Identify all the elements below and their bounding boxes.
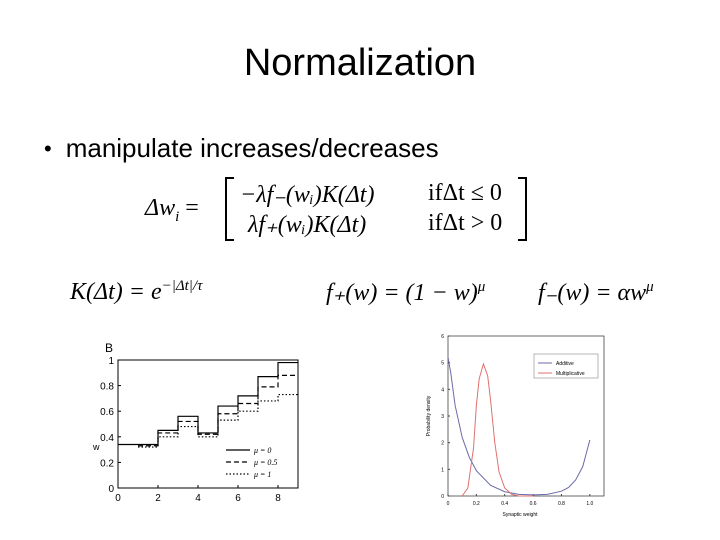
y-tick-label: 0.4 bbox=[100, 433, 114, 444]
x-tick-label: 8 bbox=[275, 493, 281, 504]
y-tick-label: 4 bbox=[441, 387, 444, 393]
y-tick-label: 2 bbox=[441, 441, 444, 447]
weight-steps-chart: Bw 0 2 4 6 8 0 0.2 0.4 0.6 0.8 1 μ = 0 μ = 0.5 μ = 1 bbox=[92, 341, 299, 504]
x-tick-label: 2 bbox=[155, 493, 161, 504]
y-tick-label: 5 bbox=[441, 361, 444, 367]
legend-label: μ = 0.5 bbox=[253, 458, 277, 467]
y-tick-label: 1 bbox=[108, 356, 114, 367]
x-tick-label: 0 bbox=[115, 493, 121, 504]
matrix-brackets bbox=[225, 177, 527, 241]
plot-frame bbox=[117, 359, 299, 489]
panel-label: B bbox=[105, 341, 113, 355]
series-line-additive bbox=[447, 357, 591, 496]
legend-label: μ = 0 bbox=[253, 446, 271, 455]
y-tick-label: 0.2 bbox=[100, 458, 114, 469]
y-tick-label: 6 bbox=[441, 334, 444, 340]
y-axis-label: Probability density bbox=[426, 395, 432, 436]
legend-label: μ = 1 bbox=[253, 470, 271, 479]
x-tick-label: 6 bbox=[235, 493, 241, 504]
slide-title: Normalization bbox=[243, 42, 477, 84]
y-tick-label: 1 bbox=[441, 467, 444, 473]
legend-label: Multiplicative bbox=[556, 371, 585, 377]
row1-expr: −λf₋(wᵢ)K(Δt) bbox=[240, 182, 375, 208]
y-axis-label: w bbox=[92, 442, 100, 452]
y-tick-label: 0.6 bbox=[100, 407, 114, 418]
series-line-multiplicative bbox=[461, 362, 534, 497]
x-tick-label: 0.4 bbox=[501, 501, 508, 507]
series-line-dotted bbox=[138, 393, 298, 448]
y-tick-label: 0.8 bbox=[100, 382, 114, 393]
x-axis-label: Synaptic weight bbox=[502, 512, 538, 518]
y-tick-label: 3 bbox=[441, 414, 444, 420]
f-plus-equation: f₊(w) = (1 − w)μ bbox=[326, 279, 486, 306]
row2-cond: ifΔt > 0 bbox=[428, 210, 503, 236]
x-tick-label: 4 bbox=[195, 493, 201, 504]
legend-label: Additive bbox=[556, 361, 574, 367]
row1-cond: ifΔt ≤ 0 bbox=[428, 180, 502, 206]
y-tick-label: 0 bbox=[441, 494, 444, 500]
x-tick-label: 1.0 bbox=[586, 501, 593, 507]
series-line-dashed bbox=[138, 374, 298, 447]
series-line-solid bbox=[118, 361, 298, 446]
x-tick-label: 0.6 bbox=[530, 501, 537, 507]
f-minus-equation: f₋(w) = αwμ bbox=[538, 279, 654, 306]
bullet-text: manipulate increases/decreases bbox=[65, 133, 439, 163]
kernel-equation: K(Δt) = e−|Δt|/τ bbox=[70, 278, 203, 305]
x-tick-label: 0 bbox=[447, 501, 450, 507]
weight-distribution-chart: 0 0.2 0.4 0.6 0.8 1.0 0 1 2 3 4 5 6 Synaptic weight Pr… bbox=[426, 334, 605, 518]
bullet-dot-icon: • bbox=[44, 135, 52, 161]
x-tick-label: 0.2 bbox=[473, 501, 480, 507]
delta-w-lhs: Δwi = bbox=[145, 195, 199, 225]
row2-expr: λf₊(wᵢ)K(Δt) bbox=[248, 212, 367, 238]
x-tick-label: 0.8 bbox=[558, 501, 565, 507]
bullet-item: • manipulate increases/decreases bbox=[44, 133, 439, 164]
legend-box bbox=[533, 353, 599, 379]
y-tick-label: 0 bbox=[108, 484, 114, 495]
